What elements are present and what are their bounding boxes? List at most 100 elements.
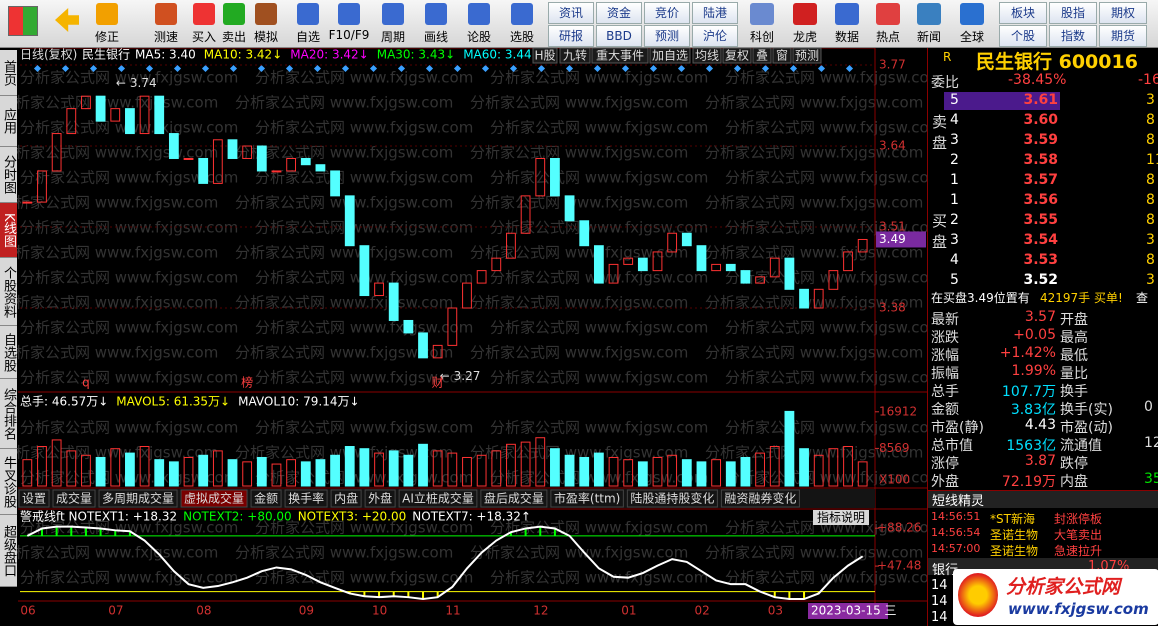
tool-icon[interactable]	[96, 3, 118, 25]
indicator-tab-label[interactable]: 金额	[254, 491, 278, 506]
chart-button[interactable]	[752, 47, 772, 64]
indicator-tab-label[interactable]: 换手率	[288, 491, 324, 506]
quick-button[interactable]: BBD	[596, 25, 642, 47]
side-tab[interactable]: 分时图	[0, 147, 17, 203]
side-tab[interactable]: 综合排名	[0, 379, 17, 449]
help-button-label[interactable]: 指标说明	[817, 510, 865, 525]
indicator-tab-label[interactable]: 内盘	[334, 491, 358, 506]
indicator-tab-label[interactable]: 成交量	[56, 491, 92, 506]
tool-label[interactable]: 测速	[153, 30, 178, 44]
chart-button[interactable]	[591, 47, 649, 64]
tool-label[interactable]: 卖出	[221, 30, 246, 44]
tool-icon[interactable]	[750, 3, 774, 25]
side-tab[interactable]: K线图	[0, 203, 17, 258]
indicator-tab-label[interactable]: 多周期成交量	[102, 491, 174, 506]
indicator-tab-label[interactable]: 设置	[22, 492, 46, 506]
indicator-tab[interactable]	[364, 489, 396, 508]
tool-icon[interactable]	[917, 3, 941, 25]
indicator-tab-label[interactable]: 陆股通持股变化	[630, 491, 714, 506]
indicator-tab[interactable]	[626, 489, 718, 508]
quick-button[interactable]: 个股	[999, 25, 1047, 47]
indicator-tab-label[interactable]: 市盈率(ttm)	[554, 491, 620, 506]
chart-button[interactable]	[792, 47, 822, 64]
chart-button-label[interactable]: 九转	[563, 48, 587, 63]
back-icon[interactable]	[55, 8, 79, 32]
chart-button-label[interactable]: 叠	[756, 49, 768, 63]
tool-label[interactable]: 热点	[875, 30, 900, 44]
tool-label[interactable]: 周期	[380, 30, 405, 44]
chart-button[interactable]	[772, 47, 792, 64]
tool-label[interactable]: 模拟	[253, 30, 278, 44]
indicator-tab-label[interactable]: 外盘	[368, 491, 392, 506]
tool-icon[interactable]	[297, 3, 319, 25]
quick-button[interactable]: 预测	[644, 25, 690, 47]
grid-icon[interactable]	[8, 6, 38, 36]
tool-icon[interactable]	[338, 3, 360, 25]
chart-button-label[interactable]: 均线	[695, 49, 719, 63]
side-tab[interactable]: 超级盘口	[0, 515, 17, 587]
tool-label[interactable]: 论股	[466, 30, 491, 44]
chart-button-label[interactable]: 加自选	[652, 49, 688, 63]
tool-label[interactable]: 数据	[834, 30, 859, 44]
quick-button[interactable]: 指数	[1049, 25, 1097, 47]
chart-button-label[interactable]: 窗	[776, 49, 788, 63]
indicator-tab[interactable]	[550, 489, 624, 508]
indicator-tab-label[interactable]: 盘后成交量	[484, 491, 544, 506]
side-tab[interactable]: 牛叉诊股	[0, 449, 17, 515]
tool-label[interactable]: 自选	[295, 30, 320, 44]
tool-icon[interactable]	[960, 3, 984, 25]
tool-icon[interactable]	[193, 3, 215, 25]
quick-button[interactable]: 期权	[1099, 2, 1147, 24]
tool-icon[interactable]	[876, 3, 900, 25]
help-button[interactable]	[813, 510, 869, 525]
indicator-tab-label[interactable]: 融资融券变化	[724, 491, 796, 506]
tool-label[interactable]: 新闻	[916, 30, 941, 44]
tool-icon[interactable]	[255, 3, 277, 25]
indicator-tab[interactable]	[330, 489, 362, 508]
tool-label[interactable]: 选股	[509, 30, 534, 44]
quick-button[interactable]: 期货	[1099, 25, 1147, 47]
tool-icon[interactable]	[155, 3, 177, 25]
chart-button[interactable]	[649, 47, 691, 64]
tool-label[interactable]: 画线	[423, 30, 448, 44]
indicator-tab[interactable]	[98, 489, 178, 508]
chart-button-label[interactable]: 复权	[725, 49, 749, 63]
indicator-tab[interactable]	[250, 489, 282, 508]
side-tab[interactable]: 应用	[0, 96, 17, 147]
chart-button-label[interactable]: 预测	[795, 49, 819, 63]
quick-button[interactable]: 股指	[1049, 2, 1097, 24]
tool-icon[interactable]	[835, 3, 859, 25]
chart-button-label[interactable]: H股	[534, 49, 555, 63]
tool-label[interactable]: 龙虎	[792, 30, 817, 44]
tool-icon[interactable]	[382, 3, 404, 25]
quick-button[interactable]: 资金	[596, 2, 642, 24]
indicator-tab[interactable]	[480, 489, 548, 508]
tool-label[interactable]: 买入	[191, 30, 216, 44]
tool-icon[interactable]	[468, 3, 490, 25]
tool-icon[interactable]	[223, 3, 245, 25]
side-tab[interactable]: 首页	[0, 50, 17, 96]
tool-icon[interactable]	[511, 3, 533, 25]
tool-label[interactable]: 科创	[749, 30, 774, 44]
tool-label[interactable]: 修正	[94, 30, 119, 44]
quick-button[interactable]: 资讯	[548, 2, 594, 24]
indicator-tab-label[interactable]: 虚拟成交量	[184, 491, 244, 506]
quick-button[interactable]: 板块	[999, 2, 1047, 24]
indicator-tab[interactable]	[52, 489, 96, 508]
chart-button-label[interactable]: 重大事件	[596, 49, 644, 63]
quick-button[interactable]: 研报	[548, 25, 594, 47]
quick-button[interactable]: 陆港	[692, 2, 738, 24]
indicator-tab[interactable]	[180, 489, 248, 508]
quick-button[interactable]: 竞价	[644, 2, 690, 24]
quick-button[interactable]: 沪伦	[692, 25, 738, 47]
tool-icon[interactable]	[425, 3, 447, 25]
tool-icon[interactable]	[793, 3, 817, 25]
indicator-tab[interactable]	[18, 489, 50, 508]
side-tab[interactable]: 自选股	[0, 326, 17, 379]
tool-label[interactable]: 全球	[959, 30, 984, 44]
side-tab[interactable]: 个股资料	[0, 258, 17, 326]
indicator-tab-label[interactable]: AI立桩成交量	[402, 491, 474, 506]
tool-label[interactable]: F10/F9	[328, 28, 370, 42]
chart-button[interactable]	[532, 47, 558, 64]
chart-button[interactable]	[692, 47, 722, 64]
